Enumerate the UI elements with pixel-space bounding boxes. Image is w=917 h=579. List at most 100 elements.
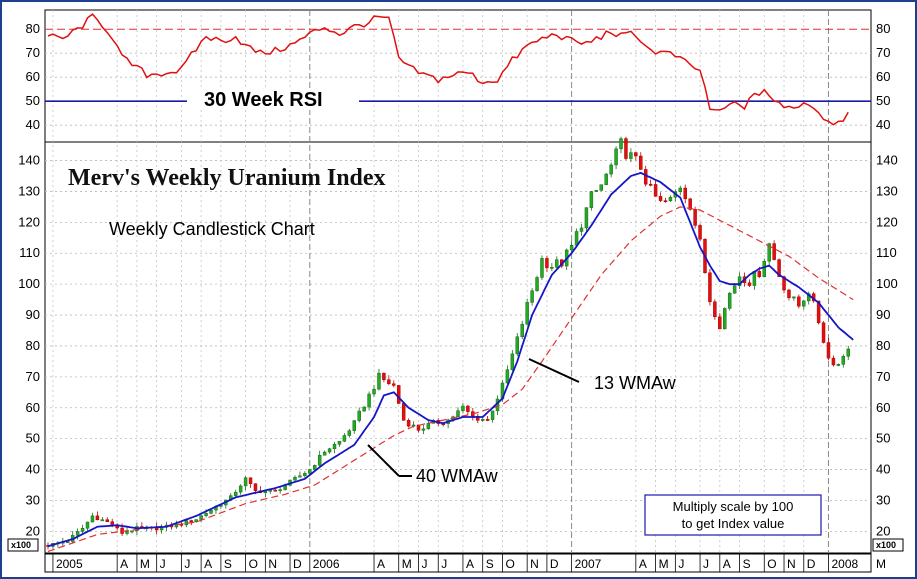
price-panel-border <box>44 141 872 554</box>
rsi-tick-left: 50 <box>26 93 40 108</box>
candle-down <box>382 372 386 380</box>
candle-up <box>505 369 510 384</box>
rsi-tick-right: 60 <box>876 69 890 84</box>
x-axis-label: D <box>293 557 302 571</box>
rsi-tick-right: 50 <box>876 93 890 108</box>
candle-up <box>732 285 737 294</box>
candle-up <box>589 191 594 208</box>
rsi-tick-left: 60 <box>26 69 40 84</box>
candle-down <box>718 316 722 330</box>
candle-down <box>708 272 712 303</box>
candle-down <box>658 196 663 201</box>
chart-title: Merv's Weekly Uranium Index <box>68 165 386 191</box>
candle-up <box>199 515 203 520</box>
rsi-tick-right: 40 <box>876 117 890 132</box>
price-tick-right: 120 <box>876 214 898 229</box>
price-tick-right: 100 <box>876 276 898 291</box>
candle-up <box>362 406 366 412</box>
sma40-label: 40 WMAw <box>416 466 499 486</box>
candle-up <box>461 405 465 411</box>
chart-subtitle: Weekly Candlestick Chart <box>109 219 315 239</box>
candle-up <box>293 476 297 481</box>
price-tick-left: 30 <box>26 492 40 507</box>
sma13-line <box>47 171 854 548</box>
scale-note-line1: Multiply scale by 100 <box>673 499 794 514</box>
candle-up <box>520 323 524 337</box>
candle-up <box>194 519 198 522</box>
candle-up <box>480 419 485 421</box>
candle-down <box>248 477 253 484</box>
candle-up <box>550 267 554 269</box>
candle-up <box>579 227 584 232</box>
candle-up <box>80 528 85 532</box>
scale-note-line2: to get Index value <box>682 516 785 531</box>
candle-down <box>683 187 687 200</box>
candle-up <box>184 520 189 526</box>
candle-down <box>648 183 653 186</box>
candle-down <box>698 225 702 240</box>
price-tick-left: 60 <box>26 400 40 415</box>
candle-up <box>802 300 806 307</box>
price-tick-left: 130 <box>18 183 40 198</box>
candle-down <box>639 155 643 170</box>
candle-up <box>90 515 95 523</box>
candle-down <box>821 322 826 343</box>
candle-up <box>278 489 282 492</box>
candle-down <box>757 271 762 277</box>
candle-up <box>238 485 243 493</box>
rsi-title: 30 Week RSI <box>204 89 323 111</box>
candle-up <box>723 308 727 330</box>
x-axis-label: M <box>402 557 412 571</box>
candle-up <box>515 336 520 355</box>
candle-up <box>604 173 608 185</box>
x-axis-label: S <box>224 557 232 571</box>
candle-up <box>841 356 846 365</box>
candle-up <box>727 292 732 309</box>
candle-down <box>787 289 791 298</box>
x-axis-label: D <box>550 557 559 571</box>
x-axis-label: O <box>249 557 258 571</box>
price-tick-left: 90 <box>26 307 40 322</box>
candle-down <box>797 296 801 307</box>
rsi-tick-right: 70 <box>876 45 890 60</box>
sma40-line <box>47 206 854 553</box>
candle-down <box>105 519 110 522</box>
candle-down <box>95 515 100 521</box>
candle-down <box>392 383 396 386</box>
candle-up <box>584 207 589 229</box>
x-axis-label: J <box>160 557 166 571</box>
candle-up <box>174 523 179 528</box>
x-axis-label: N <box>530 557 539 571</box>
candle-down <box>643 169 648 185</box>
rsi-tick-left: 70 <box>26 45 40 60</box>
x-axis-label: J <box>441 557 447 571</box>
candle-down <box>401 403 406 421</box>
x-axis: 2005 A M J J A S O N D 2006 A M J J A S O N D 2007 A M J J A S O N D 2… <box>52 554 886 572</box>
x100-left: x100 <box>11 540 31 550</box>
x-axis-label: J <box>678 557 684 571</box>
candle-up <box>342 435 347 442</box>
candle-down <box>545 258 549 269</box>
candle-down <box>253 483 258 491</box>
price-tick-right: 40 <box>876 462 890 477</box>
price-tick-right: 140 <box>876 153 898 168</box>
candle-down <box>772 243 776 260</box>
candle-down <box>387 379 391 385</box>
moving-averages-layer <box>47 171 854 553</box>
candle-up <box>303 473 307 477</box>
x-axis-label: J <box>184 557 190 571</box>
candle-down <box>273 489 277 492</box>
candle-down <box>653 184 658 197</box>
candle-up <box>421 428 426 431</box>
candles-layer <box>46 136 850 550</box>
price-tick-left: 50 <box>26 431 40 446</box>
x-axis-label: 2005 <box>56 557 83 571</box>
candle-up <box>574 231 579 246</box>
x-axis-label: S <box>743 557 751 571</box>
candle-up <box>456 410 460 417</box>
candle-up <box>100 519 105 522</box>
candle-up <box>609 164 613 175</box>
x100-box-right <box>872 538 904 552</box>
x100-box-left <box>7 538 39 552</box>
